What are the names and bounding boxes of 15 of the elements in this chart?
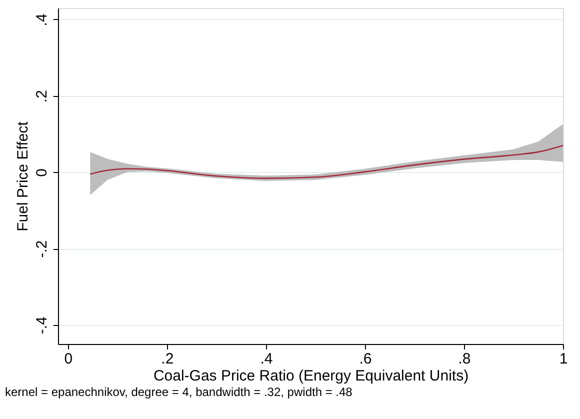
line-series [90,144,564,179]
x-tick-label: .2 [161,350,174,368]
y-tick-label: -.4 [34,316,50,334]
y-axis-title: Fuel Price Effect [14,120,32,232]
x-tick-label: .4 [260,350,273,368]
y-tick-label: 0 [34,168,50,177]
y-tick-label: -.2 [34,240,50,258]
x-tick-label: 1 [559,350,568,368]
x-tick-label: .8 [458,350,471,368]
y-tick-label: .4 [34,14,50,26]
x-tick-label: .6 [359,350,372,368]
x-tick-label: 0 [64,350,73,368]
x-axis-title: Coal-Gas Price Ratio (Energy Equivalent Units) [153,368,469,384]
y-tick-label: .2 [34,90,50,103]
text: kernel = epanechnikov, degree = 4, bandwidth = .32, pwidth = .48 [5,385,353,399]
